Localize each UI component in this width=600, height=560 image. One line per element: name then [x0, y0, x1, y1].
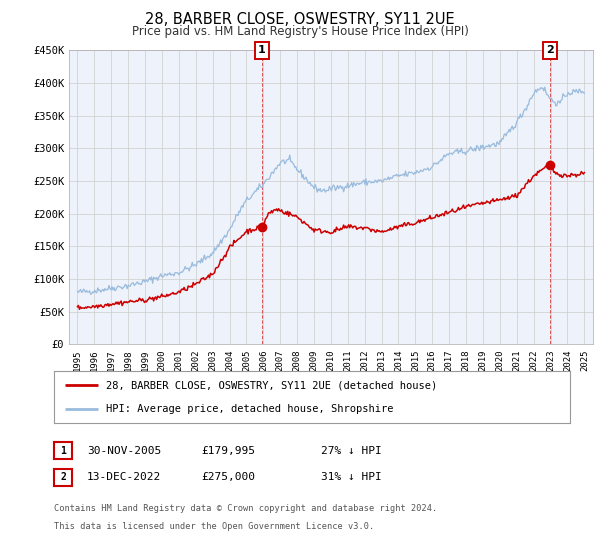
Text: HPI: Average price, detached house, Shropshire: HPI: Average price, detached house, Shro… — [106, 404, 393, 414]
Text: 31% ↓ HPI: 31% ↓ HPI — [321, 472, 382, 482]
Text: £275,000: £275,000 — [201, 472, 255, 482]
Text: Price paid vs. HM Land Registry's House Price Index (HPI): Price paid vs. HM Land Registry's House … — [131, 25, 469, 38]
Text: £179,995: £179,995 — [201, 446, 255, 456]
Text: 2: 2 — [546, 45, 554, 55]
Text: 1: 1 — [258, 45, 266, 55]
Text: 13-DEC-2022: 13-DEC-2022 — [87, 472, 161, 482]
Text: 30-NOV-2005: 30-NOV-2005 — [87, 446, 161, 456]
Text: 28, BARBER CLOSE, OSWESTRY, SY11 2UE (detached house): 28, BARBER CLOSE, OSWESTRY, SY11 2UE (de… — [106, 380, 437, 390]
Text: 28, BARBER CLOSE, OSWESTRY, SY11 2UE: 28, BARBER CLOSE, OSWESTRY, SY11 2UE — [145, 12, 455, 27]
Text: 27% ↓ HPI: 27% ↓ HPI — [321, 446, 382, 456]
Text: 1: 1 — [60, 446, 66, 456]
Text: Contains HM Land Registry data © Crown copyright and database right 2024.: Contains HM Land Registry data © Crown c… — [54, 504, 437, 513]
Text: This data is licensed under the Open Government Licence v3.0.: This data is licensed under the Open Gov… — [54, 522, 374, 531]
Text: 2: 2 — [60, 472, 66, 482]
